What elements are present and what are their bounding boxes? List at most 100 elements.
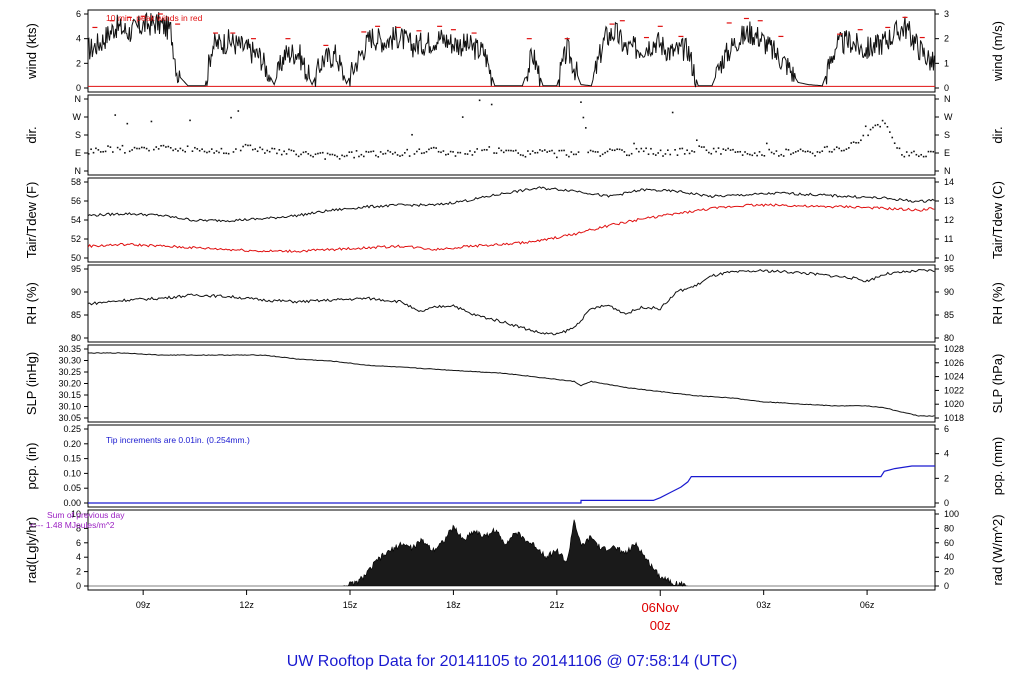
- direction-point: [261, 148, 264, 151]
- direction-point: [119, 148, 121, 151]
- direction-point: [884, 122, 886, 125]
- direction-point: [536, 151, 539, 154]
- direction-point: [577, 151, 580, 153]
- direction-point: [225, 152, 228, 155]
- direction-point: [331, 153, 334, 156]
- direction-point: [469, 150, 471, 152]
- direction-point: [97, 149, 100, 151]
- direction-point: [150, 120, 153, 123]
- direction-point: [613, 149, 616, 152]
- x-tick-label: 03z: [756, 600, 771, 610]
- y-tick-label-left: 8: [76, 523, 81, 533]
- direction-point: [88, 153, 90, 155]
- direction-point: [710, 152, 713, 155]
- direction-point: [495, 152, 498, 154]
- direction-point: [126, 122, 129, 125]
- y-tick-label-left: 50: [71, 253, 81, 263]
- direction-point: [727, 147, 729, 150]
- direction-point: [828, 150, 831, 153]
- direction-point: [471, 154, 474, 156]
- direction-point: [734, 151, 737, 153]
- direction-point: [876, 123, 879, 126]
- direction-point: [162, 144, 165, 147]
- y-tick-label-right: N: [944, 166, 951, 176]
- y-tick-label-right: 4: [944, 449, 949, 459]
- direction-point: [251, 148, 254, 151]
- direction-point: [498, 147, 500, 150]
- direction-point: [428, 148, 430, 151]
- y-axis-label-left: Tair/Tdew (F): [24, 182, 39, 259]
- direction-point: [587, 151, 590, 154]
- direction-point: [616, 148, 618, 151]
- panel-wind: wind (kts) wind (m/s) 0 2 4 6 0 1 2 3 10 min. peak…: [24, 9, 1005, 93]
- x-tick-label: 06z: [860, 600, 875, 610]
- direction-point: [321, 151, 324, 154]
- direction-point: [247, 144, 249, 147]
- direction-point: [367, 151, 370, 153]
- y-tick-label-right: 0: [944, 83, 949, 93]
- direction-point: [527, 150, 529, 152]
- direction-point: [835, 146, 838, 148]
- direction-point: [599, 155, 602, 157]
- direction-point: [676, 154, 679, 156]
- y-tick-label-left: 2: [76, 58, 81, 68]
- direction-point: [502, 151, 505, 154]
- direction-point: [551, 149, 553, 152]
- direction-point: [370, 150, 372, 153]
- direction-point: [143, 146, 145, 149]
- direction-point: [802, 150, 804, 152]
- direction-point: [606, 150, 609, 153]
- y-tick-label-left: S: [75, 130, 81, 140]
- direction-point: [568, 155, 570, 158]
- direction-point: [826, 145, 828, 148]
- direction-point: [773, 152, 775, 155]
- y-tick-label-right: N: [944, 94, 951, 104]
- y-tick-label-right: 100: [944, 509, 959, 519]
- direction-point: [712, 147, 715, 150]
- direction-point: [391, 153, 394, 155]
- direction-point: [326, 152, 329, 155]
- direction-point: [860, 139, 862, 142]
- direction-point: [630, 152, 633, 155]
- direction-point: [473, 151, 476, 153]
- series-layer: [88, 465, 935, 504]
- direction-point: [628, 154, 631, 157]
- direction-point: [611, 149, 614, 151]
- direction-point: [778, 155, 780, 157]
- y-tick-label-right: 0: [944, 581, 949, 591]
- direction-point: [874, 124, 877, 127]
- direction-point: [816, 151, 819, 153]
- direction-point: [652, 153, 655, 155]
- direction-point: [165, 146, 167, 148]
- direction-point: [654, 154, 657, 156]
- y-axis-label-right: pcp. (mm): [990, 437, 1005, 496]
- direction-point: [416, 150, 418, 153]
- direction-point: [198, 149, 201, 152]
- direction-point: [558, 149, 561, 152]
- direction-point: [746, 153, 749, 155]
- direction-point: [382, 153, 384, 155]
- direction-point: [524, 155, 527, 158]
- direction-point: [505, 149, 507, 152]
- direction-point: [647, 153, 650, 156]
- direction-point: [563, 149, 565, 152]
- y-axis-label-right: RH (%): [990, 282, 1005, 325]
- direction-point: [589, 149, 592, 152]
- direction-point: [305, 151, 307, 153]
- direction-point: [206, 151, 208, 154]
- direction-point: [768, 148, 770, 151]
- temperature-line-0: [88, 186, 935, 223]
- panel-frame: [87, 94, 936, 176]
- direction-point: [136, 147, 138, 150]
- x-axis: 09z 12z 15z 18z 21z 03z 06z 06Nov 00z: [136, 590, 875, 633]
- direction-point: [809, 151, 812, 153]
- direction-point: [831, 151, 833, 153]
- direction-point: [869, 128, 872, 131]
- direction-point: [662, 155, 664, 157]
- direction-point: [411, 133, 413, 136]
- direction-point: [667, 149, 669, 151]
- y-tick-label-left: 30.15: [58, 390, 81, 400]
- direction-point: [512, 150, 515, 152]
- direction-point: [278, 149, 281, 151]
- date-marker-day: 06Nov: [641, 600, 679, 615]
